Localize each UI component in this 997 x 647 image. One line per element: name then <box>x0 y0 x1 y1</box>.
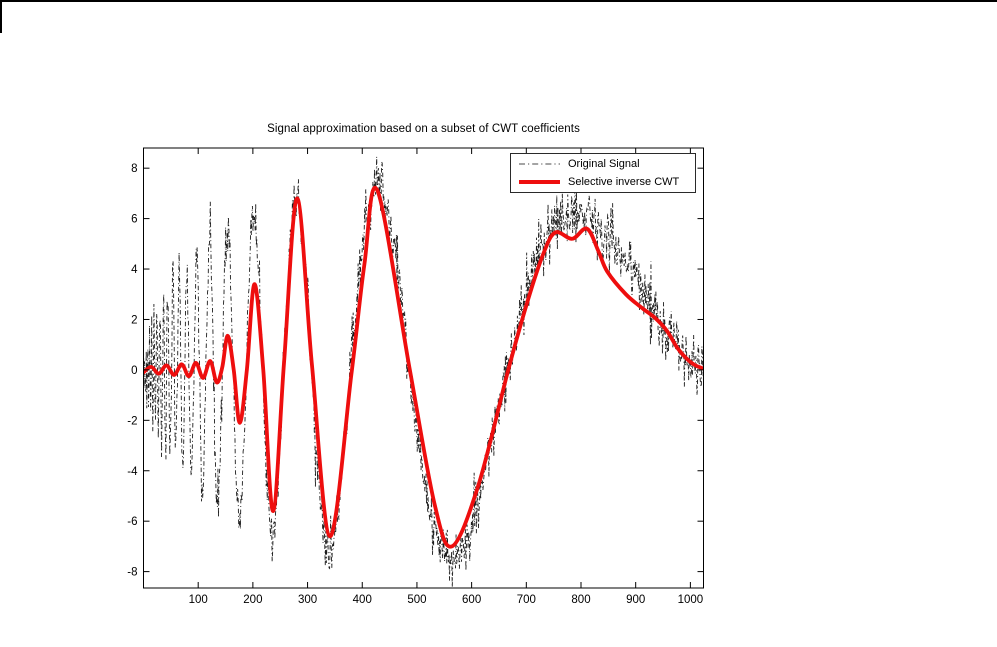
legend-entry-original-signal: Original Signal <box>511 155 695 172</box>
y-tick-label: 4 <box>131 264 138 276</box>
legend-entry-selective-inverse-cwt: Selective inverse CWT <box>511 174 695 191</box>
x-tick-label: 500 <box>407 594 426 606</box>
legend-box: Original Signal Selective inverse CWT <box>510 153 696 193</box>
y-tick-label: -2 <box>127 415 137 427</box>
original-signal-line <box>143 156 704 588</box>
window-top-border <box>0 0 997 2</box>
x-tick-label: 600 <box>462 594 481 606</box>
y-tick-label: -8 <box>127 567 137 579</box>
y-tick-label: -4 <box>127 466 138 478</box>
y-tick-label: 0 <box>131 365 137 377</box>
axes-box <box>143 147 704 589</box>
selective-inverse-cwt-line <box>143 186 704 549</box>
y-tick-label: 2 <box>131 314 137 326</box>
legend-label-original-signal: Original Signal <box>568 157 640 170</box>
y-tick-label: 6 <box>131 214 137 226</box>
x-tick-label: 100 <box>189 594 208 606</box>
chart-title: Signal approximation based on a subset o… <box>267 123 580 135</box>
dash-dot-line-icon <box>518 161 561 167</box>
x-tick-label: 400 <box>353 594 372 606</box>
x-tick-label: 200 <box>243 594 262 606</box>
window-left-border <box>0 0 2 33</box>
y-tick-label: 8 <box>131 163 137 175</box>
y-tick-label: -6 <box>127 516 137 528</box>
red-solid-line-icon <box>518 179 561 185</box>
x-tick-label: 700 <box>517 594 536 606</box>
x-tick-label: 300 <box>298 594 317 606</box>
x-tick-label: 900 <box>626 594 645 606</box>
legend-label-selective-inverse-cwt: Selective inverse CWT <box>568 176 680 189</box>
x-tick-label: 800 <box>571 594 590 606</box>
x-tick-label: 1000 <box>678 594 704 606</box>
